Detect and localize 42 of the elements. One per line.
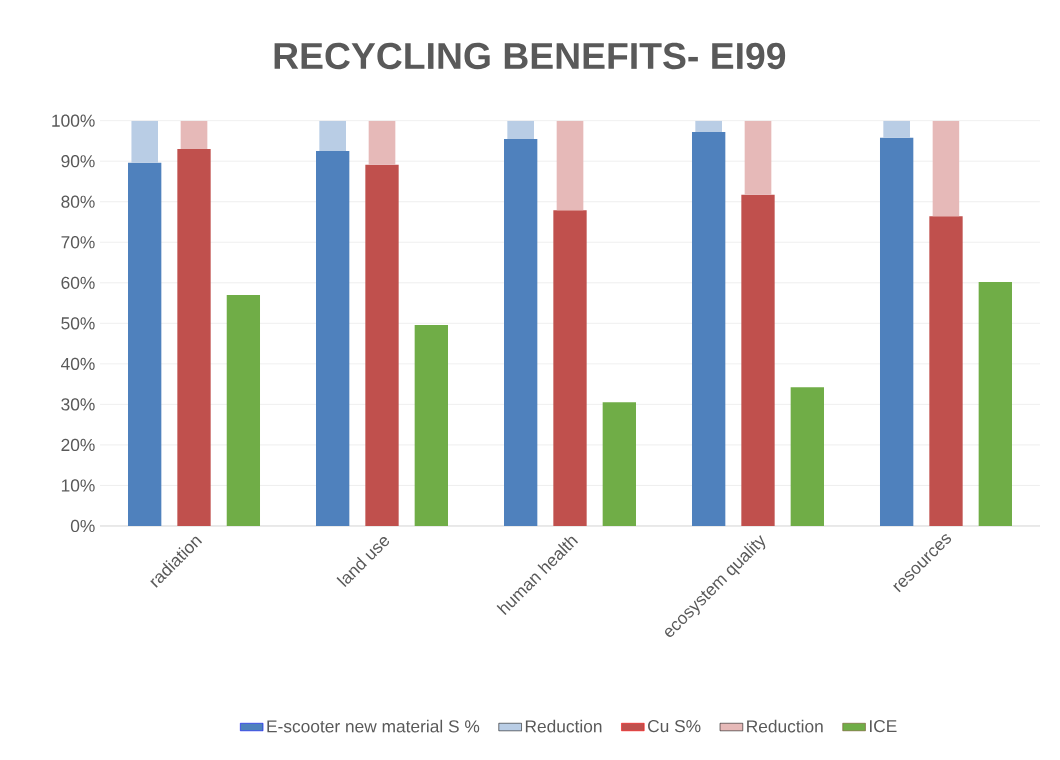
bar [180,120,208,150]
bar [414,324,448,526]
bar [695,120,722,133]
bar [978,281,1012,526]
bar [226,294,261,526]
bar [553,210,587,526]
bar [790,387,824,526]
y-tick-label: 60% [61,276,95,289]
bar [879,137,914,526]
y-tick-label: 90% [61,155,95,168]
bar [692,132,726,526]
bar [365,164,399,526]
chart-title: RECYCLING BENEFITS- EI99 [274,42,786,70]
y-tick-label: 10% [61,479,95,492]
bar [602,402,636,526]
y-tick-label: 40% [61,357,95,370]
bar [556,120,584,211]
legend-label: Reduction [525,719,602,733]
legend-label: Cu S% [648,719,701,733]
bar [504,138,538,526]
bar [319,120,346,152]
y-tick-label: 70% [61,236,95,249]
bar [744,120,772,195]
legend-label: E-scooter new material S % [267,719,480,733]
bar [929,216,963,526]
bar [883,120,910,138]
y-tick-label: 0% [70,519,95,533]
y-tick-label: 50% [61,317,95,330]
bar [316,151,350,526]
bar [177,149,211,526]
bar [368,120,396,165]
bar [128,162,162,526]
legend-label: ICE [870,719,897,733]
bar [507,120,535,139]
y-tick-label: 100% [52,114,95,127]
bar [131,120,159,163]
bar [932,120,960,217]
y-tick-label: 20% [61,438,95,452]
y-tick-label: 30% [61,398,95,411]
legend-label: Reduction [747,719,823,733]
y-tick-label: 80% [61,195,95,208]
bar [741,194,775,526]
